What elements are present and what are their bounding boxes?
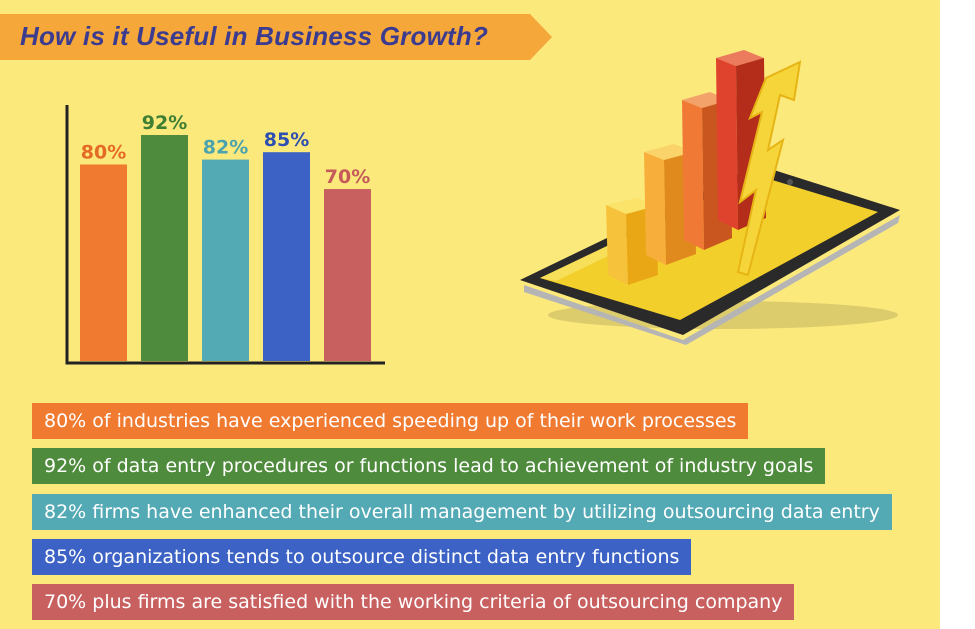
stat-banner: 80% of industries have experienced speed…	[32, 403, 749, 439]
stat-banner: 85% organizations tends to outsource dis…	[32, 539, 692, 575]
stat-banner: 70% plus firms are satisfied with the wo…	[32, 584, 795, 620]
bar	[141, 135, 188, 361]
bar-value-label: 85%	[264, 129, 309, 151]
bar-value-label: 92%	[142, 112, 187, 134]
infographic-panel: How is it Useful in Business Growth? 80%…	[0, 0, 940, 629]
bar-value-label: 80%	[81, 141, 126, 163]
bar-value-label: 82%	[203, 137, 248, 159]
title-banner: How is it Useful in Business Growth?	[0, 14, 552, 60]
stat-banner: 82% firms have enhanced their overall ma…	[32, 494, 892, 530]
bar	[202, 159, 249, 361]
bar	[263, 152, 310, 361]
chart-axes	[65, 105, 385, 365]
bar	[324, 189, 371, 361]
smartphone-growth-chart-icon	[520, 50, 900, 345]
bar	[80, 164, 127, 361]
page-title: How is it Useful in Business Growth?	[20, 21, 489, 51]
bar-value-label: 70%	[325, 166, 370, 188]
stat-banner: 92% of data entry procedures or function…	[32, 448, 826, 484]
bar-chart: 80% 92% 82% 85% 70%	[40, 95, 400, 380]
bar-chart-svg: 80% 92% 82% 85% 70%	[65, 105, 385, 365]
